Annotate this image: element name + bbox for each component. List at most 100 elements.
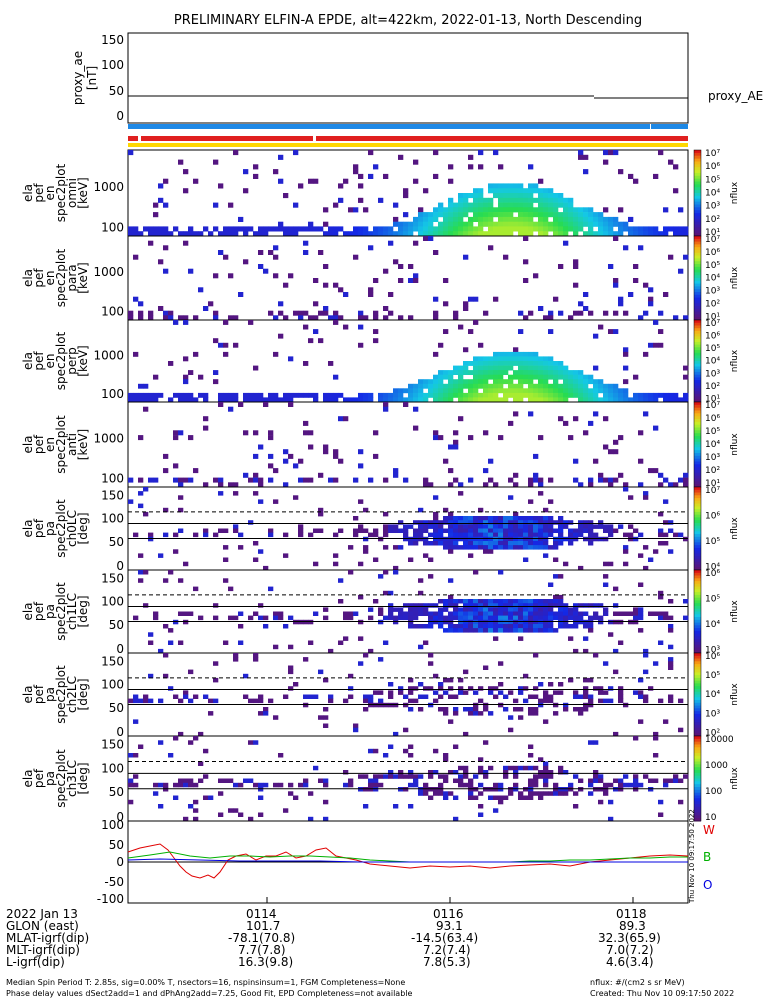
spectrogram-cell: [393, 231, 399, 237]
spectrogram-cell: [538, 379, 544, 385]
spectrogram-cell: [478, 791, 484, 796]
spectrogram-cell: [563, 240, 569, 246]
spectrogram-cell: [503, 694, 509, 699]
spectrogram-cell: [488, 607, 494, 612]
spectrogram-cell: [358, 636, 364, 641]
spectrogram-cell: [543, 388, 549, 394]
spectrogram-cell: [418, 787, 424, 792]
spectrogram-cell: [538, 221, 544, 227]
spectrogram-cell: [428, 231, 434, 237]
spectrogram-cell: [578, 383, 584, 389]
spectrogram-cell: [398, 615, 404, 621]
ylabel-line: ela: [21, 685, 35, 703]
spectrogram-cell: [168, 570, 174, 575]
spectrogram-cell: [578, 778, 584, 783]
spectrogram-cell: [598, 231, 604, 237]
panel-cells: [128, 150, 689, 237]
spectrogram-cell: [603, 383, 609, 389]
spectrogram-cell: [578, 301, 584, 307]
spectrogram-cell: [558, 226, 564, 232]
spectrogram-cell: [403, 748, 409, 754]
spectrogram-cell: [548, 682, 554, 687]
spectrogram-cell: [643, 282, 649, 288]
colorbar-step: [694, 218, 701, 223]
spectrogram-cell: [263, 397, 269, 403]
row-label-mlat: MLAT-igrf(dip): [6, 931, 90, 945]
spectrogram-cell: [598, 324, 604, 330]
spectrogram-cell: [518, 361, 524, 366]
spectrogram-cell: [508, 611, 514, 616]
spectrogram-cell: [488, 221, 494, 227]
spectrogram-cell: [403, 774, 409, 779]
spectrogram-cell: [558, 388, 564, 394]
spectrogram-cell: [173, 736, 179, 741]
colorbar-step: [694, 374, 701, 378]
spectrogram-cell: [638, 392, 644, 398]
spectrogram-cell: [193, 736, 199, 741]
spectrogram-cell: [283, 392, 289, 398]
spectrogram-cell: [203, 694, 209, 699]
spectrogram-cell: [568, 435, 574, 441]
spectrogram-cell: [368, 607, 374, 612]
spectrogram-cell: [568, 520, 574, 525]
spectrogram-cell: [438, 791, 444, 796]
spectrogram-cell: [668, 657, 674, 662]
spectrogram-cell: [453, 607, 459, 612]
spectrogram-cell: [508, 628, 514, 633]
spectrogram-cell: [398, 520, 404, 525]
spectrogram-cell: [158, 698, 164, 704]
spectrogram-cell: [478, 392, 484, 398]
spectrogram-cell: [523, 545, 529, 550]
spectrogram-cell: [453, 541, 459, 546]
spectrogram-cell: [408, 770, 414, 775]
colorbar-step: [694, 484, 701, 488]
spectrogram-cell: [503, 207, 509, 213]
colorbar-step: [694, 427, 701, 431]
spectrogram-cell: [473, 570, 479, 575]
spectrogram-cell: [503, 603, 509, 608]
spectrogram-cell: [303, 392, 309, 398]
spectrogram-cell: [203, 425, 209, 431]
colorbar-step: [694, 694, 701, 698]
spectrogram-cell: [283, 193, 289, 199]
colorbar-step: [694, 252, 701, 257]
colorbar-step: [694, 339, 701, 343]
spectrogram-cell: [428, 702, 434, 708]
colorbar-step: [694, 691, 701, 695]
colorbar-step: [694, 416, 701, 420]
spectrogram-cell: [458, 686, 464, 691]
colorbar-step: [694, 509, 701, 513]
spectrogram-cell: [393, 804, 399, 809]
spectrogram-cell: [633, 774, 639, 779]
spectrogram-cell: [533, 541, 539, 546]
spectrogram-cell: [483, 356, 489, 362]
spectrogram-cell: [548, 221, 554, 227]
spectrogram-cell: [658, 698, 664, 704]
colorbar-step: [694, 280, 701, 285]
spectrogram-cell: [603, 536, 609, 542]
spectrogram-cell: [473, 202, 479, 208]
colorbar-step: [694, 297, 701, 301]
spectrogram-cell: [483, 628, 489, 633]
spectrogram-cell: [548, 607, 554, 612]
spectrogram-cell: [248, 615, 254, 621]
spectrogram-cell: [378, 197, 384, 203]
spectrogram-cell: [408, 392, 414, 398]
spectrogram-cell: [408, 397, 414, 403]
spectrogram-cell: [573, 221, 579, 227]
spectrogram-cell: [543, 202, 549, 208]
spectrogram-cell: [553, 221, 559, 227]
spectrogram-cell: [258, 477, 264, 483]
spectrogram-cell: [468, 388, 474, 394]
spectrogram-cell: [138, 744, 144, 749]
spectrogram-cell: [213, 226, 219, 232]
spectrogram-cell: [328, 694, 334, 699]
colorbar-step: [694, 344, 701, 348]
spectrogram-cell: [418, 774, 424, 779]
spectrogram-cell: [623, 226, 629, 232]
spectrogram-cell: [513, 603, 519, 608]
colorbar-step: [694, 738, 701, 743]
spectrogram-cell: [408, 615, 414, 621]
spectrogram-cell: [343, 698, 349, 704]
spectrogram-cell: [593, 536, 599, 542]
